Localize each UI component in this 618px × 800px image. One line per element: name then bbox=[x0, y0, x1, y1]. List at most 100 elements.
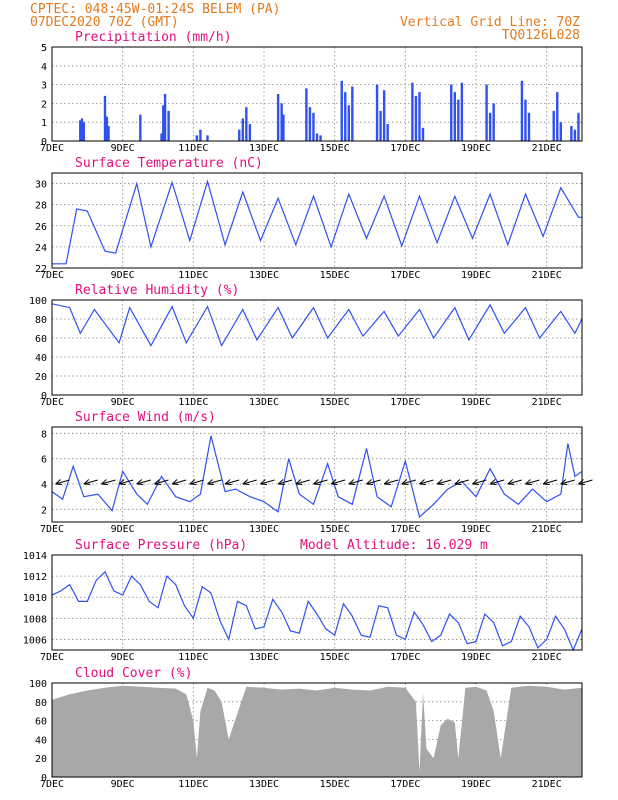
temp-panel: 22 24 26 28 30 7DEC 9DEC 11DEC 13DEC 15DEC 17DEC 19… bbox=[35, 156, 583, 281]
precip-xtick-label: 17DEC bbox=[390, 143, 420, 154]
wind-arrow-shaft bbox=[83, 479, 98, 485]
cloud-ytick-label: 80 bbox=[35, 698, 47, 709]
precip-bar bbox=[570, 125, 573, 141]
rh-xtick-label: 19DEC bbox=[461, 397, 491, 408]
wind-ytick-label: 2 bbox=[41, 505, 47, 516]
temp-xtick-label: 9DEC bbox=[111, 270, 135, 281]
wind-arrow bbox=[277, 479, 293, 485]
precip-bar bbox=[460, 82, 464, 141]
wind-arrow-shaft bbox=[401, 479, 416, 485]
wind-arrow-head bbox=[401, 479, 409, 485]
pressure-xtick-label: 21DEC bbox=[532, 652, 562, 663]
precip-bar bbox=[386, 124, 389, 141]
wind-arrow bbox=[101, 479, 116, 485]
pressure-panel: 1006 1008 1010 1012 1014 7DEC 9DEC 11DEC 13DEC 15… bbox=[23, 538, 583, 663]
precip-bar bbox=[282, 114, 285, 141]
wind-arrow-head bbox=[207, 479, 215, 485]
wind-arrow-shaft bbox=[118, 479, 134, 485]
precip-bar bbox=[418, 92, 421, 141]
wind-arrow bbox=[313, 479, 328, 485]
precip-bar bbox=[340, 80, 343, 141]
wind-arrow-shaft bbox=[136, 479, 151, 485]
wind-arrow bbox=[118, 479, 134, 485]
wind-frame bbox=[51, 426, 583, 523]
cloud-xtick-label: 9DEC bbox=[111, 779, 135, 790]
pressure-ytick-label: 1014 bbox=[23, 551, 47, 562]
cloud-frame bbox=[51, 682, 583, 778]
header-grid-line: Vertical Grid Line: 70Z bbox=[400, 15, 580, 30]
wind-arrow-shaft bbox=[348, 479, 363, 485]
precip-title: Precipitation (mm/h) bbox=[75, 30, 232, 45]
wind-arrow-head bbox=[295, 479, 303, 485]
wind-arrow-head bbox=[507, 479, 515, 485]
temp-ytick-label: 24 bbox=[35, 243, 47, 254]
precip-bar bbox=[375, 84, 379, 141]
wind-arrow-shaft bbox=[507, 479, 522, 485]
header-code: TQ0126L028 bbox=[502, 28, 580, 43]
precip-bar bbox=[82, 122, 85, 141]
precip-bar bbox=[347, 105, 350, 141]
pressure-annotation: Model Altitude: 16.029 m bbox=[300, 538, 488, 553]
cloud-ytick-label: 0 bbox=[41, 773, 47, 784]
precip-bar bbox=[556, 92, 559, 141]
precip-xtick-label: 9DEC bbox=[111, 143, 135, 154]
wind-arrow-shaft bbox=[436, 479, 452, 485]
temp-ytick-label: 26 bbox=[35, 222, 47, 233]
temp-xtick-label: 13DEC bbox=[249, 270, 279, 281]
cloud-xtick-label: 19DEC bbox=[461, 779, 491, 790]
wind-arrow bbox=[189, 479, 204, 485]
precip-bar bbox=[305, 88, 308, 141]
pressure-xtick-label: 9DEC bbox=[111, 652, 135, 663]
precip-ytick-label: 1 bbox=[41, 118, 47, 129]
precip-bar bbox=[167, 110, 170, 141]
wind-arrow-head bbox=[560, 479, 568, 485]
wind-arrow-shaft bbox=[542, 479, 558, 485]
rh-panel: 0 20 40 60 80 100 7DEC 9DEC 11DEC 13DEC 15DEC 17DEC… bbox=[29, 283, 583, 408]
cloud-panel: 0 20 40 60 80 100 7DEC 9DEC 11DEC 13DEC 15DEC 17DEC… bbox=[29, 666, 583, 790]
wind-arrow-head bbox=[366, 479, 374, 485]
precip-bar bbox=[107, 125, 110, 141]
wind-arrow-shaft bbox=[224, 479, 240, 485]
precip-bar bbox=[319, 135, 322, 141]
wind-arrow-head bbox=[348, 479, 356, 485]
wind-arrow-head bbox=[154, 479, 162, 485]
temp-xtick-label: 7DEC bbox=[40, 270, 64, 281]
temp-xtick-label: 17DEC bbox=[390, 270, 420, 281]
precip-bar bbox=[414, 95, 418, 141]
precip-bar bbox=[241, 118, 244, 141]
wind-arrow-shaft bbox=[330, 479, 346, 485]
pressure-ytick-label: 1010 bbox=[23, 593, 47, 604]
cloud-title: Cloud Cover (%) bbox=[75, 666, 192, 681]
cloud-ytick-label: 20 bbox=[35, 754, 47, 765]
rh-ytick-label: 0 bbox=[41, 391, 47, 402]
wind-arrow bbox=[348, 479, 363, 485]
pressure-xtick-label: 19DEC bbox=[461, 652, 491, 663]
pressure-xtick-label: 13DEC bbox=[249, 652, 279, 663]
wind-xtick-label: 11DEC bbox=[178, 524, 208, 535]
precip-xtick-label: 21DEC bbox=[532, 143, 562, 154]
wind-arrow-head bbox=[118, 479, 126, 485]
wind-arrow-head bbox=[542, 479, 550, 485]
wind-arrow-shaft bbox=[383, 479, 399, 485]
cloud-xtick-label: 21DEC bbox=[532, 779, 562, 790]
precip-frame bbox=[51, 46, 583, 142]
wind-arrow-shaft bbox=[560, 479, 575, 485]
cloud-xtick-label: 7DEC bbox=[40, 779, 64, 790]
precip-bar bbox=[450, 84, 453, 141]
pressure-xtick-label: 15DEC bbox=[320, 652, 350, 663]
precip-bar bbox=[351, 86, 354, 141]
temp-frame bbox=[51, 172, 583, 269]
precip-bar bbox=[315, 133, 319, 141]
precip-bar bbox=[457, 99, 460, 141]
wind-arrow-head bbox=[83, 479, 91, 485]
wind-arrow-shaft bbox=[489, 479, 505, 485]
wind-arrow-head bbox=[419, 479, 427, 485]
temp-ytick-label: 28 bbox=[35, 201, 47, 212]
wind-arrow-head bbox=[189, 479, 197, 485]
wind-arrow-shaft bbox=[154, 479, 169, 485]
wind-arrow-head bbox=[454, 479, 462, 485]
precip-bar bbox=[421, 127, 425, 141]
wind-ytick-label: 4 bbox=[41, 480, 47, 491]
